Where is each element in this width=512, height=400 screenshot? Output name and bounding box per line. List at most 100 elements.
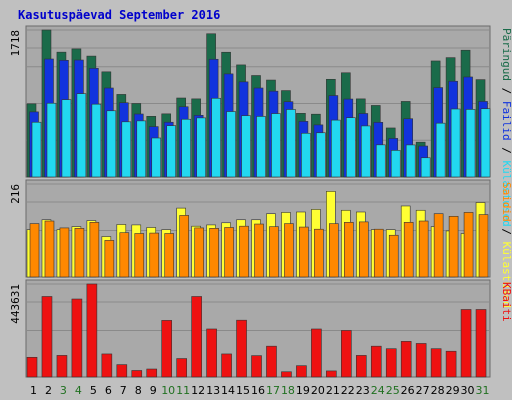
day-label-23: 23 [356,384,370,397]
top-bar-külastused-day-23 [360,125,371,178]
middle-bar-saidid-day-16 [254,223,264,278]
day-label-9: 9 [150,384,157,397]
bottom-bar-kbaiti-day-21 [326,370,337,378]
day-label-19: 19 [296,384,310,397]
day-label-26: 26 [401,384,415,397]
top-bar-külastused-day-25 [390,150,401,178]
bottom-bar-kbaiti-day-31 [475,309,487,378]
middle-bar-saidid-day-17 [269,226,279,278]
bottom-panel: 443631 KBaiti [9,279,512,378]
middle-bar-saidid-day-3 [59,227,70,278]
day-label-25: 25 [386,384,400,397]
chart-title: Kasutuspäevad September 2016 [18,8,220,22]
bottom-bar-kbaiti-day-13 [206,328,217,378]
day-label-7: 7 [120,384,127,397]
middle-bar-saidid-day-22 [344,222,354,278]
middle-ymax-label: 216 [9,184,22,204]
middle-bar-saidid-day-28 [433,213,444,278]
middle-bar-saidid-day-1 [29,223,40,278]
day-label-14: 14 [221,384,235,397]
top-bar-külastused-day-15 [241,115,251,178]
top-bar-külastused-day-13 [211,97,221,178]
day-label-20: 20 [311,384,325,397]
bottom-bar-kbaiti-day-22 [341,330,352,378]
middle-bar-saidid-day-15 [239,225,249,278]
middle-bar-saidid-day-20 [314,228,324,278]
middle-legend-label: Saidid / Külastused [500,182,512,308]
middle-bar-saidid-day-4 [74,228,85,278]
middle-bar-saidid-day-21 [329,223,339,278]
bottom-legend-label: KBaiti [500,282,512,322]
middle-bar-saidid-day-2 [44,220,55,278]
top-bar-külastused-day-22 [346,117,356,178]
bottom-bar-kbaiti-day-11 [176,358,187,378]
top-bar-külastused-day-31 [480,108,491,178]
day-axis-labels: 1 2 3 4 5 6 7 8 9 10 11 12 13 14 15 16 17 18 19 20 21 22 23 24 2… [30,384,490,397]
day-label-8: 8 [135,384,142,397]
bottom-bar-kbaiti-day-10 [161,320,173,378]
bottom-bar-kbaiti-day-27 [415,343,427,378]
top-bar-külastused-day-28 [435,122,446,178]
day-label-30: 30 [461,384,475,397]
top-bar-külastused-day-26 [405,144,416,178]
top-bar-külastused-day-20 [316,132,326,178]
day-label-5: 5 [90,384,97,397]
top-ymax-label: 1718 [9,30,22,57]
middle-bar-saidid-day-24 [373,228,384,278]
top-bar-külastused-day-27 [420,157,431,178]
bottom-bar-kbaiti-day-14 [221,353,232,378]
bottom-ymax-label: 443631 [9,284,22,324]
bottom-bar-kbaiti-day-29 [445,350,457,378]
middle-bar-saidid-day-5 [89,222,100,278]
top-bar-külastused-day-17 [271,113,281,178]
bottom-bar-kbaiti-day-18 [281,371,292,378]
bottom-bar-kbaiti-day-19 [296,365,307,378]
top-bar-külastused-day-30 [465,109,476,178]
middle-bar-saidid-day-23 [358,221,369,278]
day-label-27: 27 [416,384,430,397]
top-bar-külastused-day-29 [450,108,461,178]
bottom-bar-kbaiti-day-7 [116,364,128,378]
top-bar-külastused-day-2 [46,102,57,178]
bottom-bar-kbaiti-day-23 [355,355,367,378]
middle-bar-saidid-day-31 [478,214,489,278]
middle-bar-saidid-day-19 [299,226,309,278]
top-bar-külastused-day-11 [181,118,191,178]
day-label-11: 11 [176,384,190,397]
bottom-bar-kbaiti-day-6 [101,353,113,378]
middle-bar-saidid-day-6 [104,240,115,278]
bottom-bar-kbaiti-day-25 [385,348,397,378]
day-label-13: 13 [206,384,220,397]
bottom-bar-kbaiti-day-16 [251,355,262,378]
top-bar-külastused-day-4 [76,93,87,178]
top-bar-külastused-day-16 [256,116,266,178]
middle-bar-saidid-day-9 [149,232,160,278]
day-label-2: 2 [45,384,52,397]
day-label-1: 1 [30,384,37,397]
middle-bar-saidid-day-25 [388,234,399,278]
top-bar-külastused-day-6 [106,110,117,178]
bottom-bar-kbaiti-day-30 [460,309,472,378]
middle-bar-saidid-day-7 [119,232,130,278]
day-label-10: 10 [161,384,175,397]
middle-panel: 216 Saidid / Külastused [9,179,512,308]
top-bar-külastused-day-19 [301,132,311,178]
bottom-bar-kbaiti-day-1 [26,356,38,378]
middle-bar-saidid-day-12 [194,227,204,278]
day-label-21: 21 [326,384,340,397]
top-bar-külastused-day-12 [196,117,206,178]
middle-bar-saidid-day-26 [403,222,414,278]
top-bar-külastused-day-7 [121,121,132,178]
top-bar-külastused-day-10 [166,125,177,178]
day-label-17: 17 [266,384,280,397]
top-bar-külastused-day-3 [61,99,72,178]
bottom-bar-kbaiti-day-9 [146,368,158,378]
top-bar-külastused-day-9 [151,137,162,178]
day-label-16: 16 [251,384,265,397]
day-label-22: 22 [341,384,355,397]
bottom-bar-kbaiti-day-26 [400,341,412,378]
middle-bar-saidid-day-18 [284,223,294,278]
chart-panels: 1718 Päringud / Failid / Külastused 216 Sai… [9,25,512,378]
middle-bar-saidid-day-11 [179,215,189,278]
